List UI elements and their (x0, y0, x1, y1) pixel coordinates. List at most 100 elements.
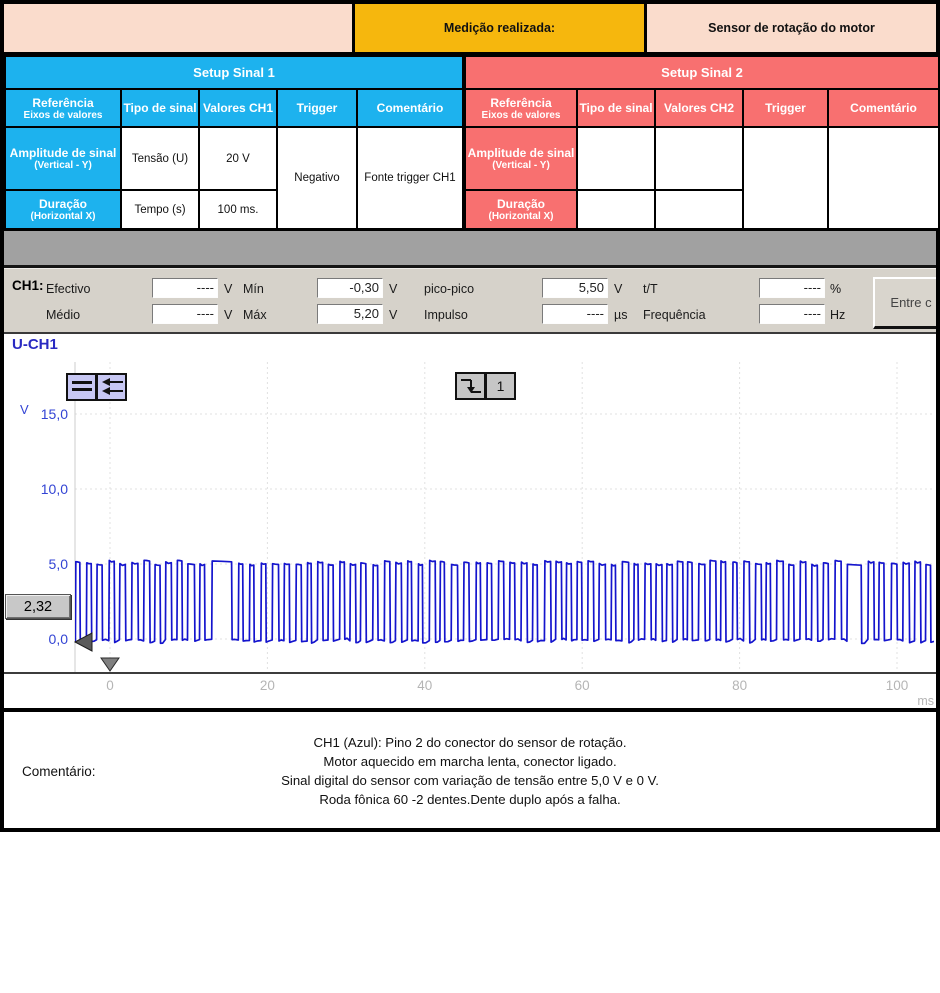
setup2-col-ref-sub: Eixos de valores (481, 109, 561, 121)
header-empty-cell (4, 4, 352, 52)
setup1-trigger-value: Negativo (276, 126, 358, 230)
meas-unit-min: V (389, 282, 398, 296)
y-axis-unit: V (20, 402, 29, 417)
setup2-col-tipo: Tipo de sinal (576, 88, 656, 128)
trigger-level-box[interactable]: 2,32 (5, 594, 71, 619)
setup1-comentario-value: Fonte trigger CH1 (356, 126, 464, 230)
x-tick-label: 100 (886, 678, 909, 693)
scope-canvas: V 15,0 10,0 5,0 0,0 0 20 40 60 80 100 ms (4, 362, 936, 708)
frame-left (0, 0, 4, 832)
y-tick-label: 10,0 (41, 481, 68, 497)
meas-unit-max: V (389, 308, 398, 322)
meas-unit-frequencia: Hz (830, 308, 846, 322)
trace-label: U-CH1 (12, 336, 58, 353)
frame-top (0, 0, 940, 4)
report-header: Medição realizada: Sensor de rotação do … (4, 4, 936, 55)
x-tick-label: 80 (732, 678, 747, 693)
meas-value-picopico[interactable]: 5,50 (542, 278, 608, 298)
setup1-row1-tipo: Tensão (U) (120, 126, 200, 191)
x-axis-unit: ms (917, 694, 934, 708)
comment-section: Comentário: CH1 (Azul): Pino 2 do conect… (4, 708, 936, 832)
meas-value-min[interactable]: -0,30 (317, 278, 383, 298)
trigger-time-marker[interactable] (100, 657, 120, 672)
comment-label: Comentário: (22, 764, 96, 779)
setup1-col-trigger: Trigger (276, 88, 358, 128)
meas-unit-efectivo: V (224, 282, 233, 296)
entre-cursores-button[interactable]: Entre c (873, 277, 936, 329)
setup1-col-valores: Valores CH1 (198, 88, 278, 128)
trigger-channel-button[interactable]: 1 (485, 372, 516, 400)
scope-plot: V 15,0 10,0 5,0 0,0 0 20 40 60 80 100 ms U-CH1 (4, 332, 936, 708)
setup-signal2-table: Setup Sinal 2 Referência Eixos de valores… (464, 55, 940, 230)
setup1-col-ref: Referência Eixos de valores (4, 88, 122, 128)
comment-line: Roda fônica 60 -2 dentes.Dente duplo apó… (319, 792, 621, 807)
setup1-row1-ref: Amplitude de sinal (Vertical - Y) (4, 126, 122, 191)
arrows-left-icon[interactable] (96, 373, 127, 401)
meas-value-max[interactable]: 5,20 (317, 304, 383, 324)
meas-value-medio[interactable]: ---- (152, 304, 218, 324)
x-axis-line (4, 672, 936, 674)
setup2-row1-ref-main: Amplitude de sinal (467, 146, 575, 160)
x-axis-highlight (4, 674, 936, 675)
setup-signal1-table: Setup Sinal 1 Referência Eixos de valores… (4, 55, 464, 230)
trigger-edge-icon[interactable] (455, 372, 486, 400)
setup2-col-comentario: Comentário (827, 88, 940, 128)
setup2-col-trigger: Trigger (742, 88, 829, 128)
channel-zero-marker[interactable] (73, 632, 93, 652)
setup1-row2-ref-sub: (Horizontal X) (30, 211, 96, 222)
falling-edge-icon (460, 379, 481, 393)
y-tick-label: 0,0 (49, 631, 69, 647)
x-tick-label: 0 (106, 678, 114, 693)
comment-line: CH1 (Azul): Pino 2 do conector do sensor… (313, 735, 627, 750)
meas-label-tt: t/T (643, 282, 658, 296)
x-tick-label: 60 (575, 678, 590, 693)
frame-right (936, 0, 940, 832)
setup2-title: Setup Sinal 2 (464, 55, 940, 90)
setup1-col-tipo: Tipo de sinal (120, 88, 200, 128)
setup1-col-ref-sub: Eixos de valores (23, 109, 103, 121)
meas-unit-impulso: µs (614, 308, 628, 322)
setup-tables: Setup Sinal 1 Referência Eixos de valores… (4, 55, 940, 230)
setup2-row1-ref: Amplitude de sinal (Vertical - Y) (464, 126, 578, 191)
separator-band (4, 228, 936, 268)
setup1-col-comentario: Comentário (356, 88, 464, 128)
setup2-comentario-value (827, 126, 940, 230)
setup2-row2-ref-main: Duração (496, 197, 546, 211)
meas-value-impulso[interactable]: ---- (542, 304, 608, 324)
meas-unit-picopico: V (614, 282, 623, 296)
channel-label: CH1: (12, 278, 44, 293)
meas-label-medio: Médio (46, 308, 81, 322)
ch1-measurement-panel: CH1: Efectivo ---- V Médio ---- V Mín -0… (4, 268, 936, 332)
meas-label-frequencia: Frequência (643, 308, 706, 322)
measured-value: Sensor de rotação do motor (647, 4, 936, 52)
setup2-row1-valor (654, 126, 744, 191)
meas-value-efectivo[interactable]: ---- (152, 278, 218, 298)
setup1-row2-tipo: Tempo (s) (120, 189, 200, 230)
meas-unit-tt: % (830, 282, 842, 296)
setup1-row2-valor: 100 ms. (198, 189, 278, 230)
setup2-row2-tipo (576, 189, 656, 230)
setup2-col-valores: Valores CH2 (654, 88, 744, 128)
y-tick-label: 15,0 (41, 406, 68, 422)
meas-value-tt[interactable]: ---- (759, 278, 825, 298)
setup1-row2-ref-main: Duração (38, 197, 88, 211)
meas-label-picopico: pico-pico (424, 282, 475, 296)
setup1-row1-ref-sub: (Vertical - Y) (34, 160, 92, 171)
setup2-row2-valor (654, 189, 744, 230)
setup2-col-ref: Referência Eixos de valores (464, 88, 578, 128)
setup1-col-ref-main: Referência (32, 95, 94, 110)
meas-value-frequencia[interactable]: ---- (759, 304, 825, 324)
comment-line: Sinal digital do sensor com variação de … (281, 773, 659, 788)
x-tick-label: 20 (260, 678, 275, 693)
double-left-arrow-icon (101, 378, 123, 395)
y-tick-label: 5,0 (49, 556, 69, 572)
channel-lines-icon[interactable] (66, 373, 97, 401)
comment-line: Motor aquecido em marcha lenta, conector… (323, 754, 617, 769)
setup2-row2-ref-sub: (Horizontal X) (488, 211, 554, 222)
x-tick-label: 40 (417, 678, 432, 693)
meas-unit-medio: V (224, 308, 233, 322)
setup1-row1-valor: 20 V (198, 126, 278, 191)
meas-label-impulso: Impulso (424, 308, 468, 322)
meas-label-min: Mín (243, 282, 264, 296)
setup1-row2-ref: Duração (Horizontal X) (4, 189, 122, 230)
